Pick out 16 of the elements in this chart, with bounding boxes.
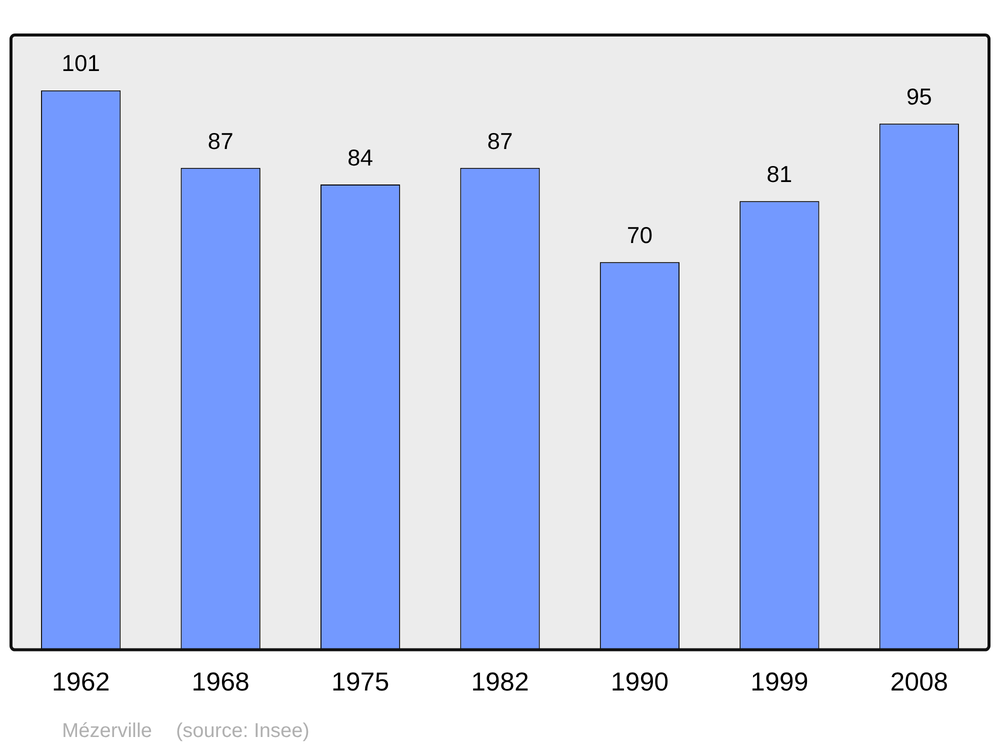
x-tick-label: 1968 — [192, 666, 250, 697]
data-label: 101 — [62, 50, 100, 76]
data-label: 95 — [906, 83, 932, 110]
x-tick-label: 1975 — [331, 666, 390, 697]
text: Mézerville — [62, 720, 152, 742]
data-label: 87 — [487, 128, 513, 154]
x-tick-label: 1999 — [750, 666, 808, 697]
x-tick-label: 2008 — [890, 666, 948, 697]
x-tick-label: 1982 — [471, 666, 529, 697]
data-label: 84 — [347, 144, 374, 170]
x-tick-label: 1990 — [610, 666, 669, 697]
text: (source: Insee) — [176, 720, 310, 742]
data-label: 70 — [626, 222, 653, 248]
data-label: 81 — [766, 161, 792, 188]
data-label: 87 — [208, 128, 234, 154]
x-tick-label: 1962 — [52, 666, 110, 697]
